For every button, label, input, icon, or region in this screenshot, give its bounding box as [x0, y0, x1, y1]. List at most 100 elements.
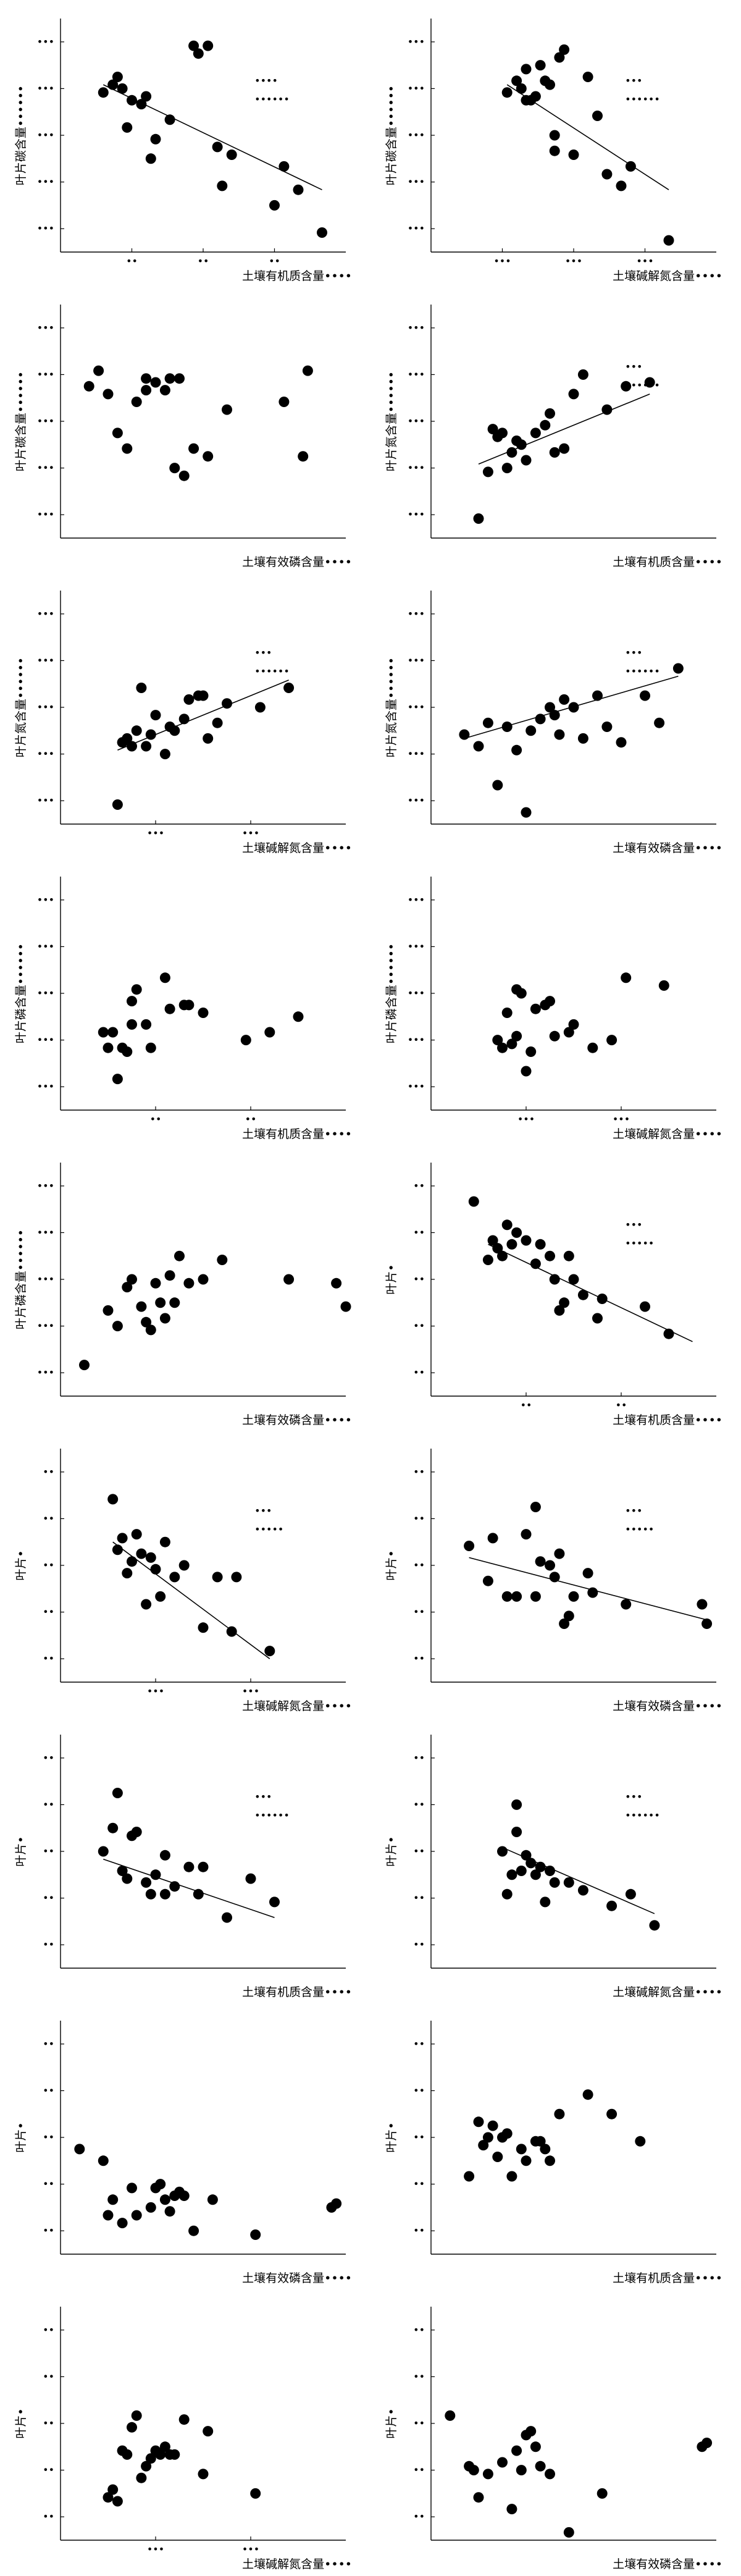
- data-point: [112, 1321, 123, 1332]
- x-tick-label: ••: [269, 255, 280, 267]
- data-point: [250, 2229, 261, 2240]
- scatter-panel-3: ••• ••• ••• ••• ••• 叶片碳含量•••••• 土壤有效磷含量••••: [14, 305, 352, 569]
- data-point: [164, 373, 175, 384]
- data-point: [98, 1027, 109, 1038]
- y-tick-label: ••: [43, 2131, 54, 2143]
- data-point: [506, 2171, 517, 2182]
- data-point: [554, 52, 565, 63]
- data-point: [159, 2441, 170, 2452]
- y-axis-label: 叶片•: [14, 1550, 28, 1580]
- y-tick-label: •••: [408, 654, 425, 666]
- data-point: [545, 1866, 555, 1876]
- data-point: [174, 1250, 185, 1261]
- y-tick-label: •••: [37, 748, 54, 760]
- data-point: [150, 377, 161, 388]
- regression-annotation: •••: [254, 647, 272, 659]
- data-point: [597, 2488, 608, 2499]
- data-point: [112, 1074, 123, 1085]
- data-point: [178, 713, 190, 725]
- data-point: [568, 389, 579, 400]
- data-point: [663, 1328, 674, 1339]
- y-axis-label: 叶片碳含量••••••: [14, 85, 28, 185]
- scatter-panel-6: •••••••••••••••叶片氮含量••••••土壤有效磷含量•••••••…: [385, 591, 722, 855]
- y-tick-label: ••: [413, 2225, 425, 2236]
- data-point: [212, 717, 223, 728]
- data-point: [525, 725, 537, 736]
- data-point: [473, 513, 484, 524]
- y-tick-label: •••: [408, 176, 425, 188]
- data-point: [122, 1873, 133, 1884]
- y-tick-label: •••: [37, 1366, 54, 1378]
- regression-annotation: •••: [625, 1791, 642, 1803]
- data-point: [127, 95, 137, 106]
- scatter-panel-13: ••••••••••叶片•土壤有机质含量•••••••••••••: [14, 1735, 352, 1999]
- data-point: [482, 1255, 493, 1265]
- scatter-panel-12: ••••••••••叶片•土壤有效磷含量••••••••••••: [385, 1449, 722, 1713]
- data-point: [545, 1250, 555, 1261]
- data-point: [487, 2120, 498, 2131]
- data-point: [83, 381, 94, 392]
- y-tick-label: ••: [43, 1892, 54, 1904]
- data-point: [164, 114, 175, 125]
- data-point: [188, 443, 199, 454]
- data-point: [568, 1274, 579, 1285]
- y-tick-label: ••: [413, 1606, 425, 1618]
- data-point: [317, 227, 327, 238]
- y-tick-label: •••: [408, 794, 425, 806]
- data-point: [592, 690, 603, 701]
- y-tick-label: ••: [413, 2511, 425, 2522]
- regression-line: [488, 1244, 693, 1342]
- y-tick-label: •••: [37, 894, 54, 906]
- data-point: [203, 451, 214, 462]
- y-tick-label: •••: [408, 894, 425, 906]
- data-point: [141, 1316, 152, 1328]
- data-point: [183, 1277, 195, 1289]
- data-point: [511, 1591, 522, 1602]
- data-point: [492, 1035, 503, 1046]
- data-point: [530, 1258, 541, 1269]
- y-tick-label: ••: [43, 1752, 54, 1764]
- data-point: [601, 404, 613, 415]
- y-axis-label: 叶片•: [385, 1264, 398, 1294]
- x-tick-label: ••: [126, 255, 138, 267]
- data-point: [169, 725, 180, 736]
- y-tick-label: ••: [413, 2464, 425, 2476]
- scatter-panel-2: •••••••••••••••••• ••• •••叶片碳含量••••••土壤碱解氮…: [385, 19, 722, 283]
- x-tick-label: ••: [150, 1113, 162, 1125]
- data-point: [150, 710, 161, 721]
- y-tick-label: ••: [43, 1938, 54, 1950]
- y-tick-label: ••: [43, 2038, 54, 2050]
- data-point: [145, 2202, 156, 2213]
- data-point: [254, 702, 266, 713]
- data-point: [117, 1533, 128, 1544]
- data-point: [545, 702, 555, 713]
- y-axis-label: 叶片氮含量••••••: [14, 657, 28, 757]
- data-point: [217, 1255, 228, 1265]
- data-point: [621, 972, 632, 983]
- data-point: [545, 2155, 555, 2166]
- data-point: [521, 1529, 532, 1540]
- data-point: [592, 1313, 603, 1324]
- data-point: [563, 1877, 574, 1888]
- data-point: [131, 397, 142, 407]
- regression-annotation: •••: [625, 361, 642, 373]
- data-point: [487, 1533, 498, 1544]
- data-point: [663, 235, 674, 246]
- data-point: [250, 2488, 261, 2499]
- data-point: [127, 2182, 137, 2194]
- data-point: [159, 1313, 170, 1324]
- data-point: [516, 83, 527, 94]
- data-point: [530, 1869, 541, 1880]
- data-point: [521, 1850, 532, 1861]
- y-axis-label: 叶片•: [385, 2408, 398, 2438]
- data-point: [597, 1294, 608, 1304]
- data-point: [554, 1305, 565, 1316]
- data-point: [122, 1568, 133, 1579]
- data-point: [535, 1239, 546, 1250]
- scatter-panel-16: •• •• •• •• •• 叶片• 土壤有机质含量••••: [385, 2021, 722, 2285]
- data-point: [568, 1591, 579, 1602]
- data-point: [549, 1274, 560, 1285]
- data-point: [511, 744, 522, 756]
- y-tick-label: ••: [413, 2131, 425, 2143]
- regression-annotation: •••••: [254, 1523, 283, 1535]
